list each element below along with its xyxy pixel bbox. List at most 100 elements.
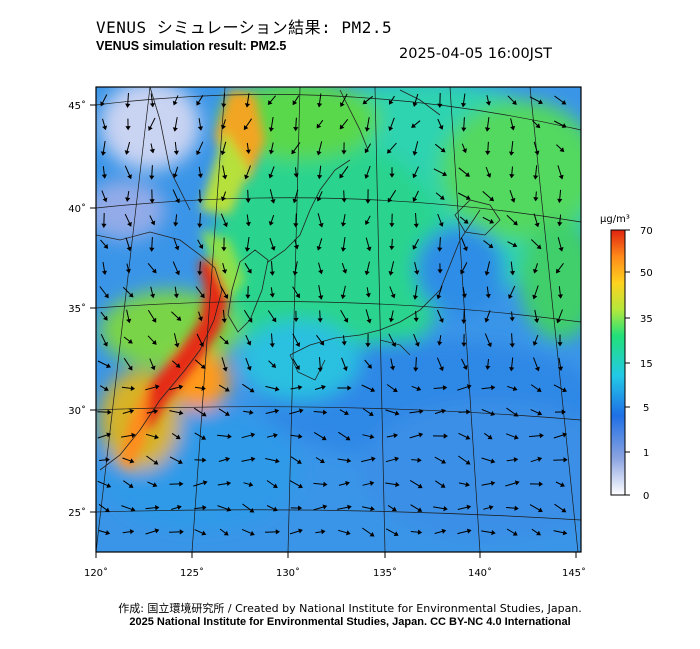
wind-arrow-head [152, 482, 158, 488]
timestamp: 2025-04-05 16:00JST [399, 46, 553, 62]
wind-arrow-head [466, 409, 471, 415]
wind-arrow-head [462, 148, 467, 154]
wind-arrow-head [390, 293, 396, 299]
wind-arrow-head [370, 387, 376, 393]
wind-arrow-head [389, 365, 396, 371]
wind-arrow-head [388, 271, 394, 276]
wind-arrow-head [560, 482, 565, 488]
wind-arrow-head [371, 456, 376, 462]
wind-arrow-head [322, 409, 328, 415]
wind-arrow-head [103, 386, 109, 391]
wind-arrow-head [104, 293, 109, 299]
wind-arrow-head [177, 459, 183, 464]
wind-arrow-head [105, 363, 111, 369]
wind-arrow-head [413, 317, 419, 323]
colorbar-ticks [625, 229, 630, 496]
wind-arrow-head [366, 246, 372, 252]
wind-arrow-head [443, 433, 448, 439]
wind-arrow-head [343, 317, 349, 323]
wind-arrow-head [512, 100, 517, 105]
wind-arrow-head [532, 341, 538, 346]
lon-label-125: 125˚ [180, 567, 204, 579]
wind-arrow-head [534, 222, 540, 228]
wind-arrow-head [466, 528, 472, 534]
wind-arrow-head [347, 504, 352, 510]
wind-arrow-head [179, 529, 184, 535]
wind-arrow-head [347, 385, 352, 391]
wind-arrow-head [316, 150, 322, 156]
wind-arrow-head [223, 339, 229, 345]
wind-arrow-head [198, 244, 204, 250]
wind-arrow-head [101, 270, 108, 276]
wind-arrow-head [197, 223, 203, 228]
wind-arrow-head [153, 459, 159, 465]
wind-arrow-head [272, 483, 278, 489]
wind-arrow-head [419, 408, 424, 415]
wind-arrow-head [175, 270, 180, 276]
wind-arrow-head [100, 101, 105, 107]
wind-arrow-head [196, 100, 201, 106]
wind-arrow-head [153, 409, 159, 415]
wind-arrow-head [508, 151, 515, 156]
wind-arrow-head [562, 530, 568, 536]
wind-arrow-head [412, 150, 418, 156]
wind-arrow-head [273, 433, 278, 439]
wind-arrow-head [462, 246, 468, 252]
wind-arrow-head [556, 318, 562, 324]
wind-arrow-head [490, 410, 496, 416]
wind-arrow-head [103, 341, 108, 347]
wind-arrow-head [201, 435, 207, 440]
wind-arrow-head [298, 408, 304, 414]
wind-arrow-head [490, 385, 496, 391]
wind-arrow-head [202, 480, 208, 486]
wind-arrow-head [417, 457, 422, 463]
colorbar-tick-35: 35 [640, 314, 653, 325]
wind-arrow-head [199, 293, 205, 299]
wind-arrow-head [322, 504, 328, 510]
lon-label-140: 140˚ [468, 567, 492, 579]
wind-arrow-head [510, 125, 516, 131]
wind-arrow-head [130, 506, 136, 512]
wind-arrow-head [249, 409, 254, 415]
wind-arrow-head [224, 387, 230, 392]
wind-arrow-head [341, 198, 347, 203]
wind-arrow-head [393, 531, 399, 536]
wind-arrow-head [393, 433, 399, 439]
lat-label-25: 25˚ [68, 507, 86, 519]
wind-arrow-head [488, 243, 494, 249]
wind-arrow-head [484, 271, 490, 276]
coastlines [96, 87, 501, 471]
wind-arrow-head [199, 342, 204, 347]
wind-arrow-head [268, 149, 275, 155]
wind-arrow-head [365, 293, 371, 298]
wind-arrow-head [557, 342, 563, 347]
wind-arrow-head [342, 366, 348, 372]
wind-arrow-head [440, 147, 446, 153]
wind-arrow-head [562, 387, 567, 393]
wind-arrow-head [534, 318, 540, 324]
wind-arrow-head [346, 457, 352, 464]
wind-arrow-head [562, 432, 568, 438]
wind-arrow-head [323, 481, 328, 487]
wind-arrow-head [126, 246, 132, 252]
wind-arrow-head [125, 103, 131, 108]
wind-arrow-head [297, 385, 303, 391]
wind-arrow-head [341, 341, 347, 346]
wind-arrow-head [291, 149, 297, 155]
colorbar-tick-50: 50 [640, 268, 653, 279]
wind-arrow-head [513, 412, 519, 417]
wind-arrow-head [245, 198, 251, 204]
wind-arrow-head [150, 365, 156, 371]
wind-arrow-head [488, 505, 494, 511]
wind-arrow-head [221, 318, 227, 324]
wind-arrow-head [388, 126, 394, 132]
wind-arrow-head [105, 530, 111, 536]
wind-arrow-head [509, 270, 516, 276]
wind-arrow-head [340, 247, 347, 252]
wind-arrow-head [461, 293, 467, 299]
wind-arrow-head [484, 127, 491, 132]
wind-arrow-head [298, 433, 303, 439]
wind-arrow-head [319, 458, 325, 463]
wind-arrow-head [246, 365, 252, 371]
wind-arrow-head [128, 483, 134, 488]
